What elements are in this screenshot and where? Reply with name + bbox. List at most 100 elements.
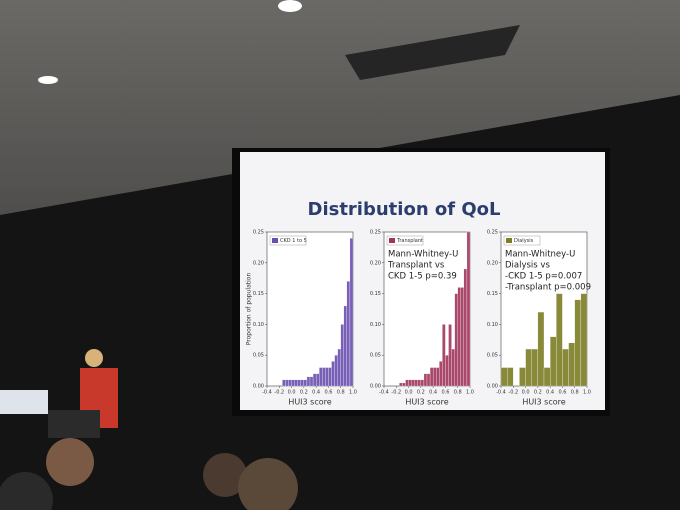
legend-box xyxy=(503,235,541,246)
y-tick-label: 0.25 xyxy=(370,230,381,236)
y-tick-label: 0.00 xyxy=(370,384,381,390)
histogram-bar xyxy=(340,324,344,387)
legend-label: Transplant xyxy=(396,238,423,244)
histogram-bar xyxy=(309,376,314,387)
x-tick-label: 1.0 xyxy=(583,390,591,396)
audience-head xyxy=(203,453,247,497)
x-axis-label: HUI3 score xyxy=(405,398,448,407)
y-tick-label: 0.15 xyxy=(370,291,381,297)
annotation: Mann-Whitney-U xyxy=(388,250,458,260)
histogram-bar xyxy=(519,367,526,387)
legend-label: Dialysis xyxy=(514,238,534,244)
histogram-bar xyxy=(405,379,409,387)
legend-box xyxy=(269,235,307,246)
y-tick-label: 0.15 xyxy=(253,291,264,297)
y-tick-label: 0.05 xyxy=(487,353,498,359)
x-tick-label: 0.4 xyxy=(429,390,437,396)
histogram-bar xyxy=(334,355,338,387)
histogram-bar xyxy=(429,367,434,387)
slide-title: Distribution of QoL xyxy=(308,199,501,220)
x-tick-label: 0.6 xyxy=(324,390,332,396)
histogram-bar xyxy=(500,367,508,387)
legend-label: CKD 1 to 5 xyxy=(280,238,307,244)
ceiling-light xyxy=(38,76,58,84)
histogram-bar xyxy=(408,379,412,387)
histogram-bar xyxy=(439,361,443,387)
x-tick-label: 1.0 xyxy=(349,390,357,396)
y-tick-label: 0.00 xyxy=(253,384,264,390)
histogram-bar xyxy=(531,348,539,387)
histogram-bar xyxy=(525,348,532,387)
histogram-bar xyxy=(337,348,341,387)
x-tick-label: -0.2 xyxy=(274,390,284,396)
histogram-bar xyxy=(294,379,298,387)
x-tick-label: -0.2 xyxy=(508,390,518,396)
audience-head xyxy=(0,472,53,510)
histogram-bar xyxy=(402,382,406,387)
y-tick-label: 0.00 xyxy=(487,384,498,390)
histogram-bar xyxy=(574,299,582,387)
ceiling-light xyxy=(278,0,302,12)
histogram-bar xyxy=(285,379,289,387)
histogram-bar xyxy=(466,231,471,387)
histogram-bar xyxy=(442,324,446,387)
laptop xyxy=(0,390,48,414)
vent xyxy=(345,25,520,80)
legend-box xyxy=(386,235,424,246)
histogram-bar xyxy=(300,379,305,387)
x-tick-label: 1.0 xyxy=(466,390,474,396)
x-tick-label: 0.2 xyxy=(300,390,308,396)
x-tick-label: 0.0 xyxy=(405,390,413,396)
x-tick-label: 0.8 xyxy=(454,390,462,396)
histogram-bar xyxy=(288,379,292,387)
x-tick-label: 0.4 xyxy=(546,390,554,396)
y-tick-label: 0.05 xyxy=(253,353,264,359)
x-tick-label: 0.8 xyxy=(337,390,345,396)
histogram-bar xyxy=(556,293,563,387)
x-tick-label: 0.2 xyxy=(417,390,425,396)
histogram-bar xyxy=(346,281,351,387)
histogram-bar xyxy=(306,376,311,387)
x-tick-label: 0.6 xyxy=(441,390,449,396)
x-tick-label: 0.6 xyxy=(558,390,566,396)
histogram-bar xyxy=(463,268,468,387)
x-axis-label: HUI3 score xyxy=(288,398,331,407)
x-tick-label: 0.0 xyxy=(522,390,530,396)
histogram-bar xyxy=(451,348,455,387)
histogram-bar xyxy=(291,379,295,387)
presenter-head xyxy=(85,349,103,367)
x-axis-label: HUI3 score xyxy=(522,398,565,407)
legend-swatch xyxy=(506,238,512,243)
histogram-bar xyxy=(331,361,335,387)
histogram-bar xyxy=(448,324,452,387)
annotation: CKD 1-5 p=0.39 xyxy=(388,272,457,282)
x-tick-label: -0.2 xyxy=(391,390,401,396)
histogram-bar xyxy=(420,379,425,387)
histogram-bar xyxy=(411,379,415,387)
histogram-bar xyxy=(325,367,329,387)
y-tick-label: 0.25 xyxy=(253,230,264,236)
y-tick-label: 0.10 xyxy=(370,322,381,328)
histogram-bar xyxy=(417,379,422,387)
histogram-bar xyxy=(343,305,348,387)
y-tick-label: 0.20 xyxy=(487,260,498,266)
histogram-bar xyxy=(537,311,545,387)
annotation: -CKD 1-5 p=0.007 xyxy=(505,272,582,282)
legend-swatch xyxy=(272,238,278,243)
y-axis-label: Proportion of population xyxy=(246,273,253,346)
x-tick-label: -0.4 xyxy=(496,390,506,396)
histogram-bar xyxy=(454,293,458,387)
legend-swatch xyxy=(389,238,395,243)
y-tick-label: 0.05 xyxy=(370,353,381,359)
y-tick-label: 0.15 xyxy=(487,291,498,297)
audience-head xyxy=(46,438,94,486)
audience-head xyxy=(238,458,298,510)
y-tick-label: 0.20 xyxy=(253,260,264,266)
histogram-bar xyxy=(506,367,514,387)
histogram-bar xyxy=(568,342,575,387)
histogram-bar xyxy=(457,287,461,387)
x-tick-label: 0.2 xyxy=(534,390,542,396)
histogram-bar xyxy=(562,348,569,387)
